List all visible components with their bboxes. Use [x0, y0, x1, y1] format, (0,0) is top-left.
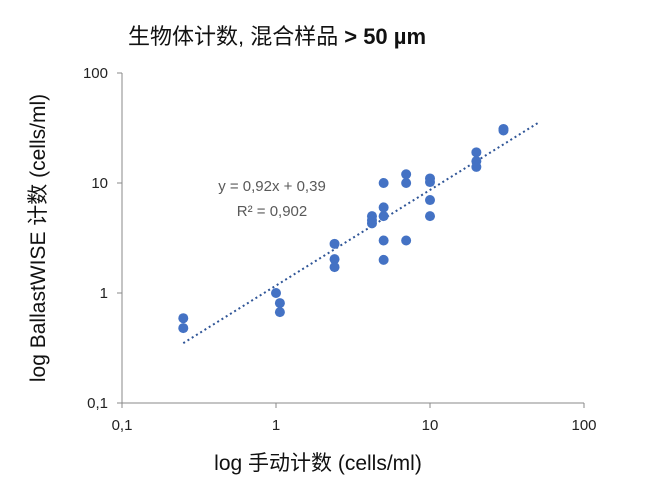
- data-point: [329, 238, 340, 249]
- data-point: [271, 288, 281, 298]
- trendline-equation: y = 0,92x + 0,39: [218, 178, 326, 195]
- data-point: [425, 211, 435, 222]
- y-tick-label: 10: [91, 175, 108, 192]
- y-axis-label: log BallastWISE 计数 (cells/ml): [27, 94, 50, 382]
- data-point: [178, 313, 189, 324]
- x-tick-label: 100: [571, 417, 596, 434]
- data-point: [378, 235, 389, 246]
- data-point: [425, 195, 435, 206]
- data-point: [329, 262, 340, 273]
- data-point: [378, 178, 389, 188]
- data-point: [401, 169, 412, 180]
- data-point: [378, 202, 389, 213]
- data-point: [425, 177, 435, 188]
- x-axis-label: log 手动计数 (cells/ml): [214, 452, 422, 475]
- y-tick-label: 100: [83, 65, 108, 82]
- x-tick-label: 10: [422, 417, 439, 434]
- data-point: [471, 147, 482, 158]
- data-point: [274, 307, 285, 318]
- x-tick-label: 1: [272, 417, 280, 434]
- data-point: [401, 178, 412, 188]
- data-point: [329, 254, 340, 265]
- data-point: [471, 161, 482, 172]
- data-point: [401, 235, 412, 246]
- data-point: [178, 323, 189, 334]
- y-tick-label: 1: [100, 285, 108, 302]
- data-point: [366, 218, 377, 229]
- y-tick-label: 0,1: [87, 395, 108, 412]
- trendline: [182, 122, 539, 345]
- trendline-r2: R² = 0,902: [237, 203, 307, 220]
- x-tick-label: 0,1: [112, 417, 133, 434]
- data-point: [274, 298, 285, 309]
- data-point: [378, 254, 389, 265]
- chart-title: 生物体计数, 混合样品 > 50 µm: [128, 24, 426, 49]
- data-point: [498, 125, 509, 136]
- data-point: [378, 211, 389, 222]
